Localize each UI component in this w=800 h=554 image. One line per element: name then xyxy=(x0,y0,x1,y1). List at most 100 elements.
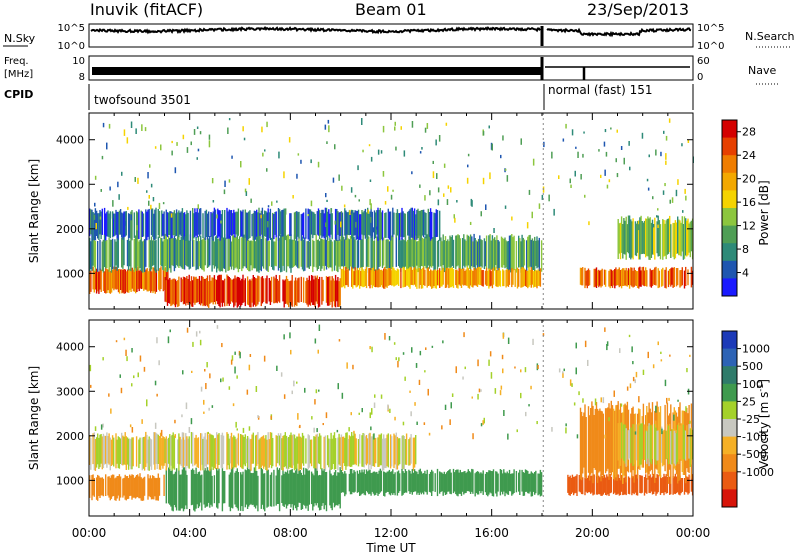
echo-column xyxy=(674,220,677,259)
echo-speck xyxy=(424,195,426,201)
echo-column xyxy=(99,477,101,498)
echo-speck xyxy=(393,342,396,345)
echo-speck xyxy=(446,199,449,205)
echo-column xyxy=(248,437,250,468)
echo-column xyxy=(371,472,373,492)
echo-column xyxy=(143,436,146,471)
echo-speck xyxy=(129,424,132,428)
echo-column xyxy=(150,478,153,500)
echo-column xyxy=(170,211,172,239)
echo-column xyxy=(117,269,120,293)
echo-column xyxy=(538,237,540,273)
echo-column xyxy=(619,270,622,287)
echo-column xyxy=(431,211,433,239)
echo-speck xyxy=(467,153,470,157)
echo-column xyxy=(145,431,147,467)
echo-column xyxy=(281,438,283,470)
echo-column xyxy=(457,469,459,497)
echo-column xyxy=(378,209,380,239)
echo-column xyxy=(404,439,407,465)
echo-column xyxy=(679,425,681,460)
y-tick-label: 2000 xyxy=(56,430,84,443)
power-echo-field xyxy=(89,113,694,309)
echo-speck xyxy=(551,427,553,432)
echo-column xyxy=(289,281,291,303)
echo-column xyxy=(657,430,659,461)
echo-speck xyxy=(531,211,533,219)
echo-column xyxy=(211,475,213,507)
echo-column xyxy=(102,270,105,291)
echo-column xyxy=(97,269,99,292)
echo-column xyxy=(593,474,595,495)
echo-speck xyxy=(334,144,336,150)
echo-column xyxy=(211,277,213,303)
echo-column xyxy=(511,473,513,496)
echo-column xyxy=(326,234,329,268)
echo-column xyxy=(643,270,646,287)
echo-column xyxy=(601,411,603,475)
echo-column xyxy=(393,474,395,494)
echo-column xyxy=(619,422,622,466)
echo-column xyxy=(179,436,181,465)
echo-speck xyxy=(432,160,434,164)
nave-tick-high: 60 xyxy=(697,56,710,67)
echo-column xyxy=(307,279,309,307)
echo-column xyxy=(436,210,439,237)
echo-speck xyxy=(666,397,668,404)
echo-column xyxy=(89,268,91,294)
echo-column xyxy=(210,434,212,470)
echo-column xyxy=(301,475,304,510)
echo-column xyxy=(133,238,135,272)
echo-column xyxy=(259,213,261,236)
nsearch-tick-low: 10^0 xyxy=(697,41,724,52)
echo-column xyxy=(658,220,661,256)
echo-speck xyxy=(616,129,618,133)
echo-column xyxy=(164,277,166,302)
echo-column xyxy=(138,439,140,469)
echo-column xyxy=(91,209,93,241)
echo-column xyxy=(329,213,331,238)
echo-speck xyxy=(454,217,456,223)
echo-column xyxy=(131,437,133,470)
echo-column xyxy=(95,477,98,500)
echo-column xyxy=(124,474,126,500)
echo-column xyxy=(639,425,641,466)
echo-column xyxy=(596,408,599,483)
echo-column xyxy=(282,209,284,237)
echo-column xyxy=(228,474,230,507)
echo-column xyxy=(169,277,171,304)
echo-speck xyxy=(388,336,391,341)
echo-column xyxy=(285,435,288,469)
echo-speck xyxy=(143,366,146,372)
echo-column xyxy=(210,280,212,303)
echo-column xyxy=(481,240,483,268)
echo-column xyxy=(419,468,421,493)
echo-column xyxy=(392,234,394,269)
echo-column xyxy=(464,471,466,494)
echo-column xyxy=(209,471,211,508)
echo-column xyxy=(174,279,177,308)
echo-column xyxy=(292,434,294,466)
echo-column xyxy=(379,434,381,466)
echo-speck xyxy=(343,204,346,208)
echo-column xyxy=(381,438,384,471)
echo-column xyxy=(655,424,657,465)
echo-speck xyxy=(186,147,189,153)
echo-column xyxy=(607,476,609,495)
echo-column xyxy=(197,437,200,468)
echo-column xyxy=(159,237,162,266)
echo-column xyxy=(403,472,405,494)
echo-column xyxy=(97,241,99,272)
echo-column xyxy=(499,270,502,287)
echo-column xyxy=(100,477,102,496)
echo-speck xyxy=(334,220,336,225)
echo-column xyxy=(222,435,225,465)
echo-column xyxy=(266,235,268,271)
echo-column xyxy=(373,471,376,496)
echo-column xyxy=(670,268,672,287)
echo-column xyxy=(200,475,202,503)
echo-speck xyxy=(228,179,231,183)
echo-column xyxy=(243,280,245,303)
echo-column xyxy=(345,237,347,270)
echo-speck xyxy=(608,179,611,183)
